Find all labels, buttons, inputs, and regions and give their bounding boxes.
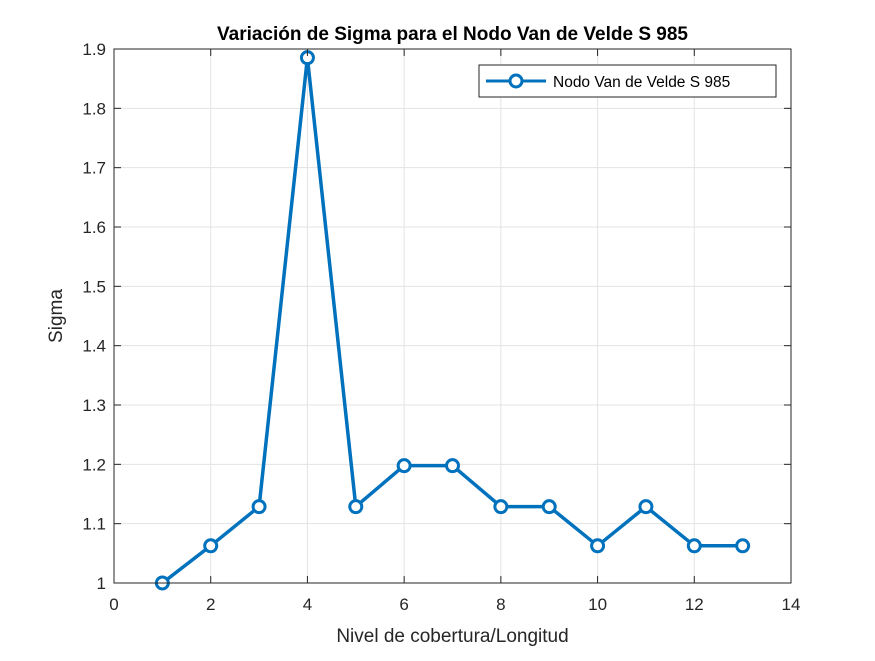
y-tick-label: 1.2 xyxy=(82,455,106,474)
data-point xyxy=(493,499,509,515)
data-point xyxy=(396,458,412,474)
x-tick-label: 0 xyxy=(109,595,118,614)
y-tick-label: 1.8 xyxy=(82,99,106,118)
y-tick-label: 1.3 xyxy=(82,396,106,415)
y-tick-label: 1.6 xyxy=(82,218,106,237)
axes-frame xyxy=(113,48,792,584)
data-point xyxy=(686,538,702,554)
y-tick-label: 1.1 xyxy=(82,515,106,534)
legend-label: Nodo Van de Velde S 985 xyxy=(553,74,730,91)
x-tick-label: 10 xyxy=(588,595,607,614)
x-tick-label: 8 xyxy=(496,595,505,614)
data-point xyxy=(638,499,654,515)
chart-title: Variación de Sigma para el Nodo Van de V… xyxy=(217,24,688,45)
data-point xyxy=(590,538,606,554)
y-axis-label: Sigma xyxy=(46,289,67,343)
y-tick-label: 1.9 xyxy=(82,40,106,59)
data-point xyxy=(348,499,364,515)
y-tick-label: 1.7 xyxy=(82,159,106,178)
x-tick-label: 12 xyxy=(685,595,704,614)
plot-area xyxy=(114,49,791,583)
data-point xyxy=(735,538,751,554)
x-axis-label: Nivel de cobertura/Longitud xyxy=(336,626,568,647)
y-tick-label: 1.4 xyxy=(82,337,106,356)
x-tick-label: 14 xyxy=(782,595,801,614)
legend-marker-icon xyxy=(508,73,524,89)
x-tick-label: 4 xyxy=(303,595,312,614)
legend: Nodo Van de Velde S 985 xyxy=(478,64,777,98)
y-tick-label: 1.5 xyxy=(82,277,106,296)
data-point xyxy=(541,499,557,515)
data-point xyxy=(203,538,219,554)
x-tick-label: 2 xyxy=(206,595,215,614)
series-layer xyxy=(154,50,751,591)
data-point xyxy=(251,499,267,515)
data-point xyxy=(445,458,460,474)
ticks: 0 2 4 6 8 10 12 14 1 1.1 1.2 1.3 1.4 1.5 1.6 1.7 1.8 1.9 xyxy=(82,40,800,614)
y-tick-label: 1 xyxy=(97,574,106,593)
x-tick-label: 6 xyxy=(399,595,408,614)
